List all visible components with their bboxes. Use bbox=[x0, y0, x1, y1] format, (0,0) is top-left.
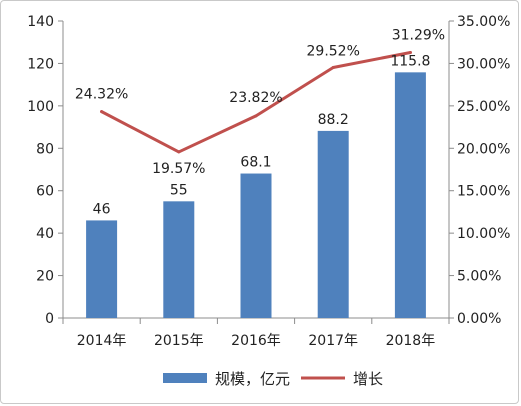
line-data-label: 29.52% bbox=[307, 44, 360, 60]
left-tick-label: 80 bbox=[36, 141, 54, 157]
bar-data-label: 68.1 bbox=[240, 155, 271, 171]
line-point bbox=[177, 150, 181, 154]
right-tick-label: 20.00% bbox=[457, 141, 510, 157]
bar-data-label: 88.2 bbox=[318, 112, 349, 128]
right-tick-label: 15.00% bbox=[457, 184, 510, 200]
bar bbox=[317, 130, 349, 318]
axes-layer: 0 20 40 60 80 100 120 140 0.00% 5.00% 10.00% 15.00%… bbox=[27, 14, 510, 349]
bar bbox=[163, 201, 195, 318]
line-point bbox=[331, 66, 335, 70]
left-tick-label: 60 bbox=[36, 184, 54, 200]
line-data-label: 23.82% bbox=[229, 90, 282, 106]
bar-data-label: 46 bbox=[93, 201, 111, 217]
left-tick-label: 40 bbox=[36, 226, 54, 242]
right-tick-label: 30.00% bbox=[457, 56, 510, 72]
legend-bar-swatch bbox=[163, 373, 207, 383]
bar bbox=[394, 72, 426, 319]
right-tick-label: 25.00% bbox=[457, 99, 510, 115]
line-layer bbox=[100, 50, 412, 154]
right-tick-label: 5.00% bbox=[457, 269, 501, 285]
line-data-label: 31.29% bbox=[392, 27, 445, 43]
x-tick-label: 2014年 bbox=[77, 333, 127, 349]
right-tick-label: 0.00% bbox=[457, 311, 501, 327]
x-tick-label: 2015年 bbox=[154, 333, 204, 349]
legend-bar-label: 规模，亿元 bbox=[215, 370, 290, 388]
right-tick-label: 10.00% bbox=[457, 226, 510, 242]
bar-data-label: 115.8 bbox=[390, 53, 430, 69]
line-point bbox=[408, 50, 412, 54]
line-point bbox=[100, 110, 104, 114]
left-tick-label: 20 bbox=[36, 269, 54, 285]
line-data-label: 19.57% bbox=[152, 161, 205, 177]
x-tick-label: 2018年 bbox=[386, 333, 436, 349]
line-point bbox=[254, 114, 258, 118]
left-tick-label: 140 bbox=[27, 14, 54, 30]
left-tick-label: 100 bbox=[27, 99, 54, 115]
legend: 规模，亿元 增长 bbox=[163, 370, 383, 388]
left-tick-label: 120 bbox=[27, 56, 54, 72]
left-tick-label: 0 bbox=[45, 311, 54, 327]
x-tick-label: 2017年 bbox=[308, 333, 358, 349]
line-data-label: 24.32% bbox=[75, 87, 128, 103]
bars-layer bbox=[86, 72, 426, 319]
bar bbox=[86, 220, 118, 318]
x-tick-label: 2016年 bbox=[231, 333, 281, 349]
bar bbox=[240, 173, 272, 318]
labels-layer: 46 55 68.1 88.2 115.8 24.32% 19.57% 23.82% 29.52… bbox=[75, 27, 445, 217]
right-tick-label: 35.00% bbox=[457, 14, 510, 30]
legend-line-label: 增长 bbox=[353, 370, 383, 388]
bar-data-label: 55 bbox=[170, 182, 188, 198]
